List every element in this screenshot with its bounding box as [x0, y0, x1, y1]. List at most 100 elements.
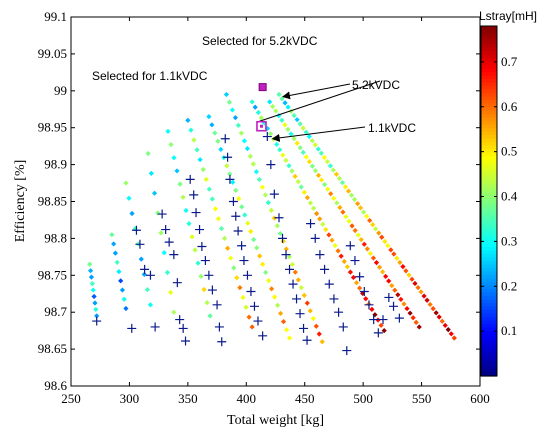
efficiency-point — [367, 217, 373, 224]
plus-marker-point — [161, 225, 171, 235]
plus-marker-point — [384, 292, 394, 302]
colorbar-segment — [481, 96, 497, 101]
efficiency-point — [268, 207, 274, 213]
colorbar-segment — [481, 327, 497, 332]
efficiency-point — [280, 319, 287, 325]
colorbar-segment — [481, 239, 497, 244]
colorbar-segment — [481, 197, 497, 202]
colorbar-segment — [481, 281, 497, 286]
efficiency-point — [161, 250, 167, 256]
efficiency-point — [264, 125, 271, 132]
plus-marker-point — [242, 270, 252, 280]
plus-marker-point — [135, 239, 145, 249]
colorbar-segment — [481, 57, 497, 62]
colorbar-segment — [481, 124, 497, 129]
efficiency-point — [379, 234, 385, 240]
y-tick-label: 99 — [54, 83, 67, 98]
efficiency-point — [171, 155, 177, 161]
colorbar-segment — [481, 68, 497, 73]
plus-marker-point — [145, 270, 155, 280]
plus-marker-point — [185, 174, 195, 184]
efficiency-point — [89, 281, 95, 287]
colorbar-segment — [481, 152, 497, 157]
efficiency-point — [212, 206, 219, 212]
plus-marker-point — [231, 211, 241, 221]
plus-marker-point — [127, 323, 137, 333]
efficiency-point — [209, 196, 215, 202]
efficiency-point — [306, 133, 312, 140]
efficiency-point — [260, 261, 266, 267]
efficiency-point — [310, 205, 317, 211]
colorbar-segment — [481, 54, 497, 59]
plus-marker-point — [92, 316, 102, 326]
efficiency-point — [312, 168, 319, 174]
efficiency-point — [274, 223, 280, 229]
efficiency-point — [194, 147, 200, 153]
efficiency-point — [333, 171, 340, 177]
efficiency-point — [282, 122, 288, 128]
colorbar-segment — [481, 260, 497, 265]
colorbar-segment — [481, 365, 497, 370]
efficiency-point — [215, 216, 222, 222]
efficiency-point — [301, 292, 307, 298]
efficiency-point — [224, 163, 230, 169]
plus-marker-point — [228, 197, 238, 206]
colorbar-segment — [481, 334, 497, 339]
annotation-1-1kvdc: 1.1kVDC — [368, 121, 416, 135]
colorbar-tick-label: 0.4 — [501, 189, 518, 204]
efficiency-point — [244, 145, 250, 152]
plus-marker-point — [274, 213, 284, 223]
efficiency-point — [198, 273, 204, 279]
plus-marker-point — [233, 226, 243, 236]
efficiency-point — [195, 260, 201, 266]
efficiency-point — [297, 121, 303, 127]
plus-marker-point — [350, 256, 360, 266]
x-tick-label: 450 — [295, 391, 315, 406]
efficiency-point — [397, 259, 403, 266]
efficiency-point — [90, 287, 96, 293]
colorbar-segment — [481, 341, 497, 346]
colorbar-segment — [481, 253, 497, 258]
colorbar-segment — [481, 243, 497, 248]
efficiency-point — [348, 192, 355, 198]
colorbar-segment — [481, 183, 497, 188]
efficiency-point — [306, 158, 312, 165]
efficiency-point — [331, 195, 337, 201]
efficiency-point — [91, 293, 97, 300]
efficiency-point — [212, 130, 218, 136]
colorbar-segment — [481, 148, 497, 153]
efficiency-point — [309, 138, 315, 144]
colorbar-segment — [481, 78, 497, 83]
axes-layer: 250 300 350 400 450 500 550 600 98.6 98.65 98.7 98.… — [38, 9, 490, 406]
efficiency-point — [403, 268, 409, 274]
colorbar-frame — [480, 25, 498, 377]
x-tick-label: 250 — [61, 391, 81, 406]
colorbar-segment — [481, 106, 497, 111]
efficiency-point — [203, 176, 209, 182]
x-axis-label: Total weight [kg] — [227, 413, 324, 428]
efficiency-point — [350, 274, 357, 281]
efficiency-point — [380, 269, 386, 275]
plus-marker-point — [394, 313, 404, 323]
efficiency-point — [87, 261, 93, 267]
efficiency-point — [352, 227, 358, 234]
efficiency-point — [255, 109, 261, 116]
efficiency-point — [295, 277, 301, 283]
efficiency-point — [304, 195, 311, 201]
efficiency-point — [165, 128, 171, 134]
colorbar-segment — [481, 267, 497, 272]
efficiency-point — [407, 310, 413, 316]
colorbar-tick-label: 0.7 — [501, 54, 518, 69]
efficiency-point — [370, 222, 376, 228]
colorbar-segment — [481, 103, 497, 108]
efficiency-point — [439, 318, 445, 324]
efficiency-point — [386, 278, 392, 284]
efficiency-point — [123, 180, 129, 186]
colorbar-segment — [481, 92, 497, 97]
efficiency-point — [209, 122, 215, 128]
selected-5-2kvdc-marker — [258, 83, 267, 92]
colorbar-segment — [481, 306, 497, 311]
efficiency-point — [291, 136, 297, 142]
efficiency-point — [171, 309, 177, 315]
plus-marker-point — [214, 322, 224, 332]
